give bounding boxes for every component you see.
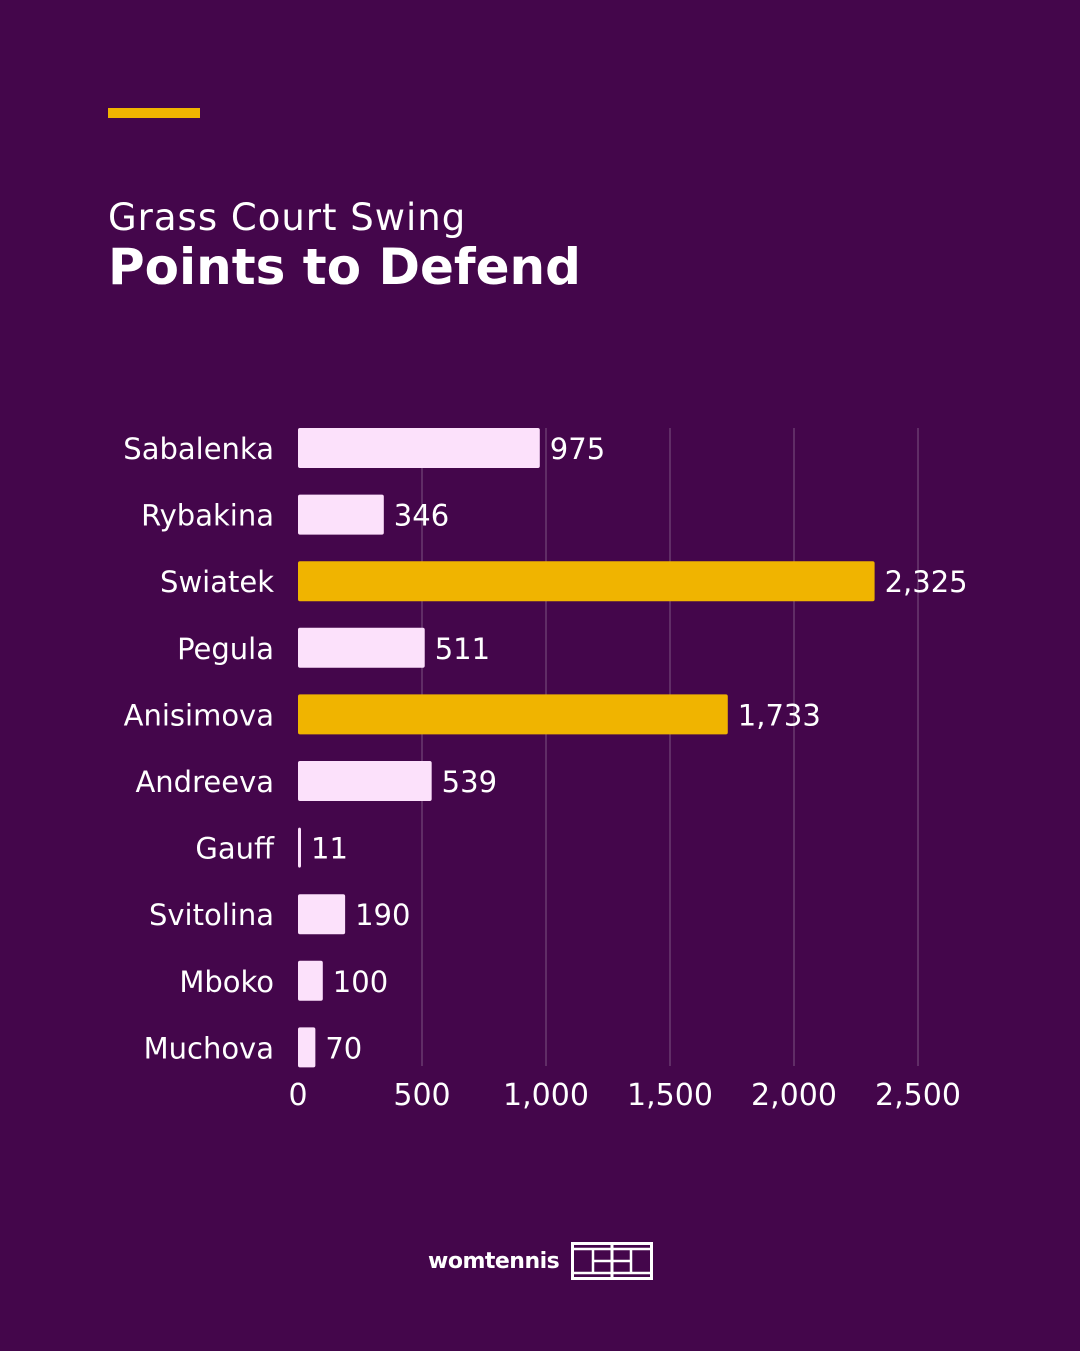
value-label: 511 — [435, 632, 490, 666]
tick-label: 2,000 — [751, 1078, 837, 1113]
bar — [298, 960, 323, 1001]
tick-label: 0 — [288, 1078, 307, 1113]
accent-bar — [108, 108, 200, 118]
value-label: 539 — [442, 765, 497, 799]
value-label: 2,325 — [885, 565, 968, 599]
tick-label: 2,500 — [875, 1078, 961, 1113]
bar — [298, 761, 432, 801]
value-label: 11 — [311, 832, 348, 866]
bar — [298, 627, 425, 668]
value-label: 1,733 — [738, 698, 821, 732]
value-label: 100 — [333, 965, 388, 999]
page-title: Points to Defend — [108, 238, 581, 296]
bar — [298, 694, 728, 735]
category-label: Mboko — [179, 965, 274, 999]
brand-name: womtennis — [428, 1248, 560, 1274]
bar — [298, 561, 875, 602]
bar — [298, 827, 301, 868]
category-label: Swiatek — [160, 565, 274, 599]
category-label: Andreeva — [135, 765, 274, 799]
bar — [298, 894, 346, 935]
value-label: 346 — [394, 499, 449, 533]
subtitle: Grass Court Swing — [108, 196, 467, 239]
bar — [298, 494, 384, 535]
category-label: Gauff — [195, 832, 275, 866]
value-label: 975 — [550, 432, 605, 466]
brand-logo: womtennis — [428, 1242, 654, 1280]
category-label: Pegula — [177, 632, 274, 666]
value-label: 70 — [325, 1031, 362, 1065]
bar — [298, 1027, 316, 1068]
category-label: Rybakina — [141, 499, 274, 533]
tick-label: 1,000 — [503, 1078, 589, 1113]
tick-label: 1,500 — [627, 1078, 713, 1113]
category-label: Muchova — [144, 1031, 274, 1065]
tennis-court-icon — [571, 1242, 654, 1280]
value-label: 190 — [355, 898, 410, 932]
bar — [298, 428, 540, 468]
category-label: Svitolina — [149, 898, 274, 932]
category-label: Anisimova — [124, 698, 274, 732]
tick-label: 500 — [393, 1078, 450, 1113]
category-label: Sabalenka — [123, 432, 274, 466]
